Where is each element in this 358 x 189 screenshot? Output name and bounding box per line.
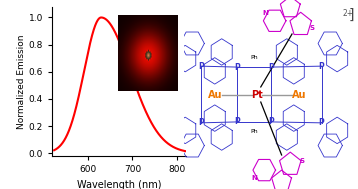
Text: P: P — [268, 117, 274, 126]
Text: P: P — [198, 118, 204, 127]
Text: Ph: Ph — [251, 129, 258, 134]
Text: P: P — [319, 118, 324, 127]
Text: Ph: Ph — [251, 55, 258, 60]
Text: N: N — [262, 10, 268, 16]
Text: P: P — [234, 63, 240, 72]
Text: Au: Au — [208, 90, 223, 99]
Text: P: P — [268, 63, 274, 72]
Text: N: N — [252, 175, 258, 181]
Text: ]: ] — [349, 8, 354, 22]
Text: P: P — [234, 117, 240, 126]
Text: Au: Au — [292, 90, 306, 99]
X-axis label: Wavelength (nm): Wavelength (nm) — [77, 180, 161, 189]
Text: P: P — [198, 62, 204, 71]
Text: P: P — [319, 62, 324, 71]
Text: Pt: Pt — [251, 90, 263, 99]
Y-axis label: Normalized Emission: Normalized Emission — [17, 34, 26, 129]
Text: S: S — [309, 25, 314, 31]
Text: 2+: 2+ — [343, 9, 354, 19]
Text: S: S — [299, 158, 304, 164]
